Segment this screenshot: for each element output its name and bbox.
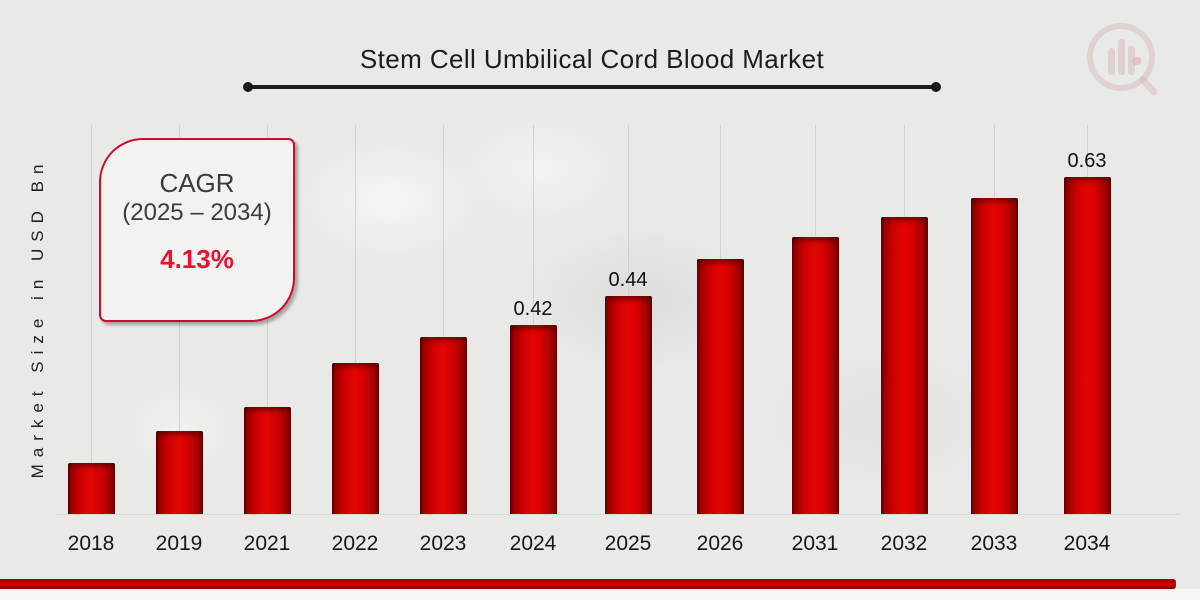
bottom-red-stripe <box>0 579 1176 589</box>
bottom-margin <box>0 589 1200 600</box>
bar-2031 <box>791 237 839 514</box>
x-tick-label-2021: 2021 <box>243 532 291 555</box>
y-axis-label: Market Size in USD Bn <box>28 157 47 479</box>
bar-2023 <box>419 337 467 514</box>
gridline-2021 <box>267 125 268 514</box>
x-tick-label-2026: 2026 <box>696 532 744 555</box>
underline-endpoint-dot-left <box>243 82 253 92</box>
bar-2033 <box>970 198 1018 514</box>
cagr-period: (2025 – 2034) <box>122 199 272 226</box>
bar-2034 <box>1063 177 1111 514</box>
bar-2024 <box>509 325 557 514</box>
underline-endpoint-dot-right <box>931 82 941 92</box>
gridline-2022 <box>355 125 356 514</box>
title-underline <box>243 82 941 92</box>
x-tick-label-2032: 2032 <box>880 532 928 555</box>
bar-value-label-2024: 0.42 <box>513 298 553 320</box>
bar-2019 <box>155 431 203 514</box>
gridline-2018 <box>91 125 92 514</box>
gridline-2024 <box>533 125 534 514</box>
x-tick-label-2031: 2031 <box>791 532 839 555</box>
cagr-value: 4.13% <box>160 244 234 274</box>
bar-2032 <box>880 217 928 514</box>
cagr-callout-box: CAGR (2025 – 2034) 4.13% <box>99 138 295 322</box>
x-tick-label-2033: 2033 <box>970 532 1018 555</box>
x-tick-label-2025: 2025 <box>604 532 652 555</box>
chart-title: Stem Cell Umbilical Cord Blood Market <box>359 44 825 74</box>
x-tick-label-2034: 2034 <box>1063 532 1111 555</box>
x-tick-label-2019: 2019 <box>155 532 203 555</box>
cagr-label: CAGR <box>159 168 235 198</box>
bar-2021 <box>243 407 291 514</box>
x-tick-label-2022: 2022 <box>331 532 379 555</box>
x-tick-label-2023: 2023 <box>419 532 467 555</box>
x-axis-line <box>55 514 1180 515</box>
bar-2022 <box>331 363 379 514</box>
bar-2026 <box>696 259 744 514</box>
magnifier-bar-chart-logo-icon <box>1062 6 1180 115</box>
x-tick-label-2018: 2018 <box>67 532 115 555</box>
bar-value-label-2034: 0.63 <box>1067 150 1107 172</box>
bar-value-label-2025: 0.44 <box>608 269 648 291</box>
bar-2018 <box>67 463 115 514</box>
x-tick-label-2024: 2024 <box>509 532 557 555</box>
bar-2025 <box>604 296 652 514</box>
gridline-2023 <box>443 125 444 514</box>
